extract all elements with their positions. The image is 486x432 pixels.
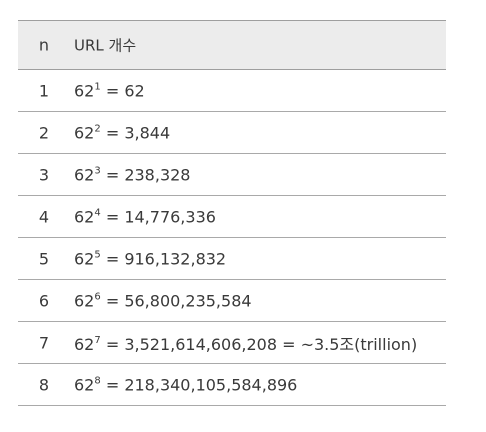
row-result: = 218,340,105,584,896 bbox=[100, 375, 298, 394]
row-n: 7 bbox=[38, 333, 50, 352]
row-base: 62 bbox=[74, 249, 95, 268]
table-row: 6 626 = 56,800,235,584 bbox=[18, 280, 446, 322]
row-n: 8 bbox=[38, 375, 50, 394]
row-result: = 14,776,336 bbox=[100, 207, 216, 226]
table-row: 5 625 = 916,132,832 bbox=[18, 238, 446, 280]
row-base: 62 bbox=[74, 375, 95, 394]
row-n: 5 bbox=[38, 249, 50, 268]
row-result: = 62 bbox=[100, 81, 145, 100]
header-n: n bbox=[38, 35, 50, 55]
table-row: 1 621 = 62 bbox=[18, 70, 446, 112]
row-base: 62 bbox=[74, 123, 95, 142]
row-base: 62 bbox=[74, 334, 95, 354]
table-row: 4 624 = 14,776,336 bbox=[18, 196, 446, 238]
row-n: 1 bbox=[38, 81, 50, 100]
row-value: 626 = 56,800,235,584 bbox=[74, 291, 252, 310]
row-result: = 238,328 bbox=[100, 165, 191, 184]
row-exponent: 3 bbox=[94, 165, 101, 176]
table-row: 8 628 = 218,340,105,584,896 bbox=[18, 364, 446, 406]
table-header-row: n URL 개수 bbox=[18, 20, 446, 70]
table-row: 3 623 = 238,328 bbox=[18, 154, 446, 196]
row-value: 622 = 3,844 bbox=[74, 123, 170, 142]
row-value: 625 = 916,132,832 bbox=[74, 249, 226, 268]
row-base: 62 bbox=[74, 291, 95, 310]
row-value: 623 = 238,328 bbox=[74, 165, 190, 184]
row-value: 628 = 218,340,105,584,896 bbox=[74, 375, 297, 394]
row-value: 627 = 3,521,614,606,208 = ~3.5조(trillion… bbox=[74, 331, 417, 355]
row-base: 62 bbox=[74, 165, 95, 184]
row-value: 624 = 14,776,336 bbox=[74, 207, 216, 226]
row-result: = 3,844 bbox=[100, 123, 171, 142]
row-exponent: 1 bbox=[94, 81, 101, 92]
url-count-table: n URL 개수 1 621 = 62 2 622 = 3,844 3 623 … bbox=[18, 20, 446, 406]
row-n: 2 bbox=[38, 123, 50, 142]
row-result: = 916,132,832 bbox=[100, 249, 227, 268]
row-result: = 3,521,614,606,208 = ~3.5조(trillion) bbox=[100, 334, 418, 354]
row-n: 6 bbox=[38, 291, 50, 310]
row-n: 4 bbox=[38, 207, 50, 226]
row-n: 3 bbox=[38, 165, 50, 184]
row-base: 62 bbox=[74, 207, 95, 226]
table-row: 7 627 = 3,521,614,606,208 = ~3.5조(trilli… bbox=[18, 322, 446, 364]
row-exponent: 6 bbox=[94, 291, 101, 302]
row-exponent: 4 bbox=[94, 207, 101, 218]
header-url-count: URL 개수 bbox=[74, 36, 137, 55]
row-value: 621 = 62 bbox=[74, 81, 145, 100]
row-result: = 56,800,235,584 bbox=[100, 291, 252, 310]
row-base: 62 bbox=[74, 81, 95, 100]
row-exponent: 7 bbox=[94, 334, 101, 346]
row-exponent: 5 bbox=[94, 249, 101, 260]
table-row: 2 622 = 3,844 bbox=[18, 112, 446, 154]
row-exponent: 8 bbox=[94, 375, 101, 386]
row-exponent: 2 bbox=[94, 123, 101, 134]
